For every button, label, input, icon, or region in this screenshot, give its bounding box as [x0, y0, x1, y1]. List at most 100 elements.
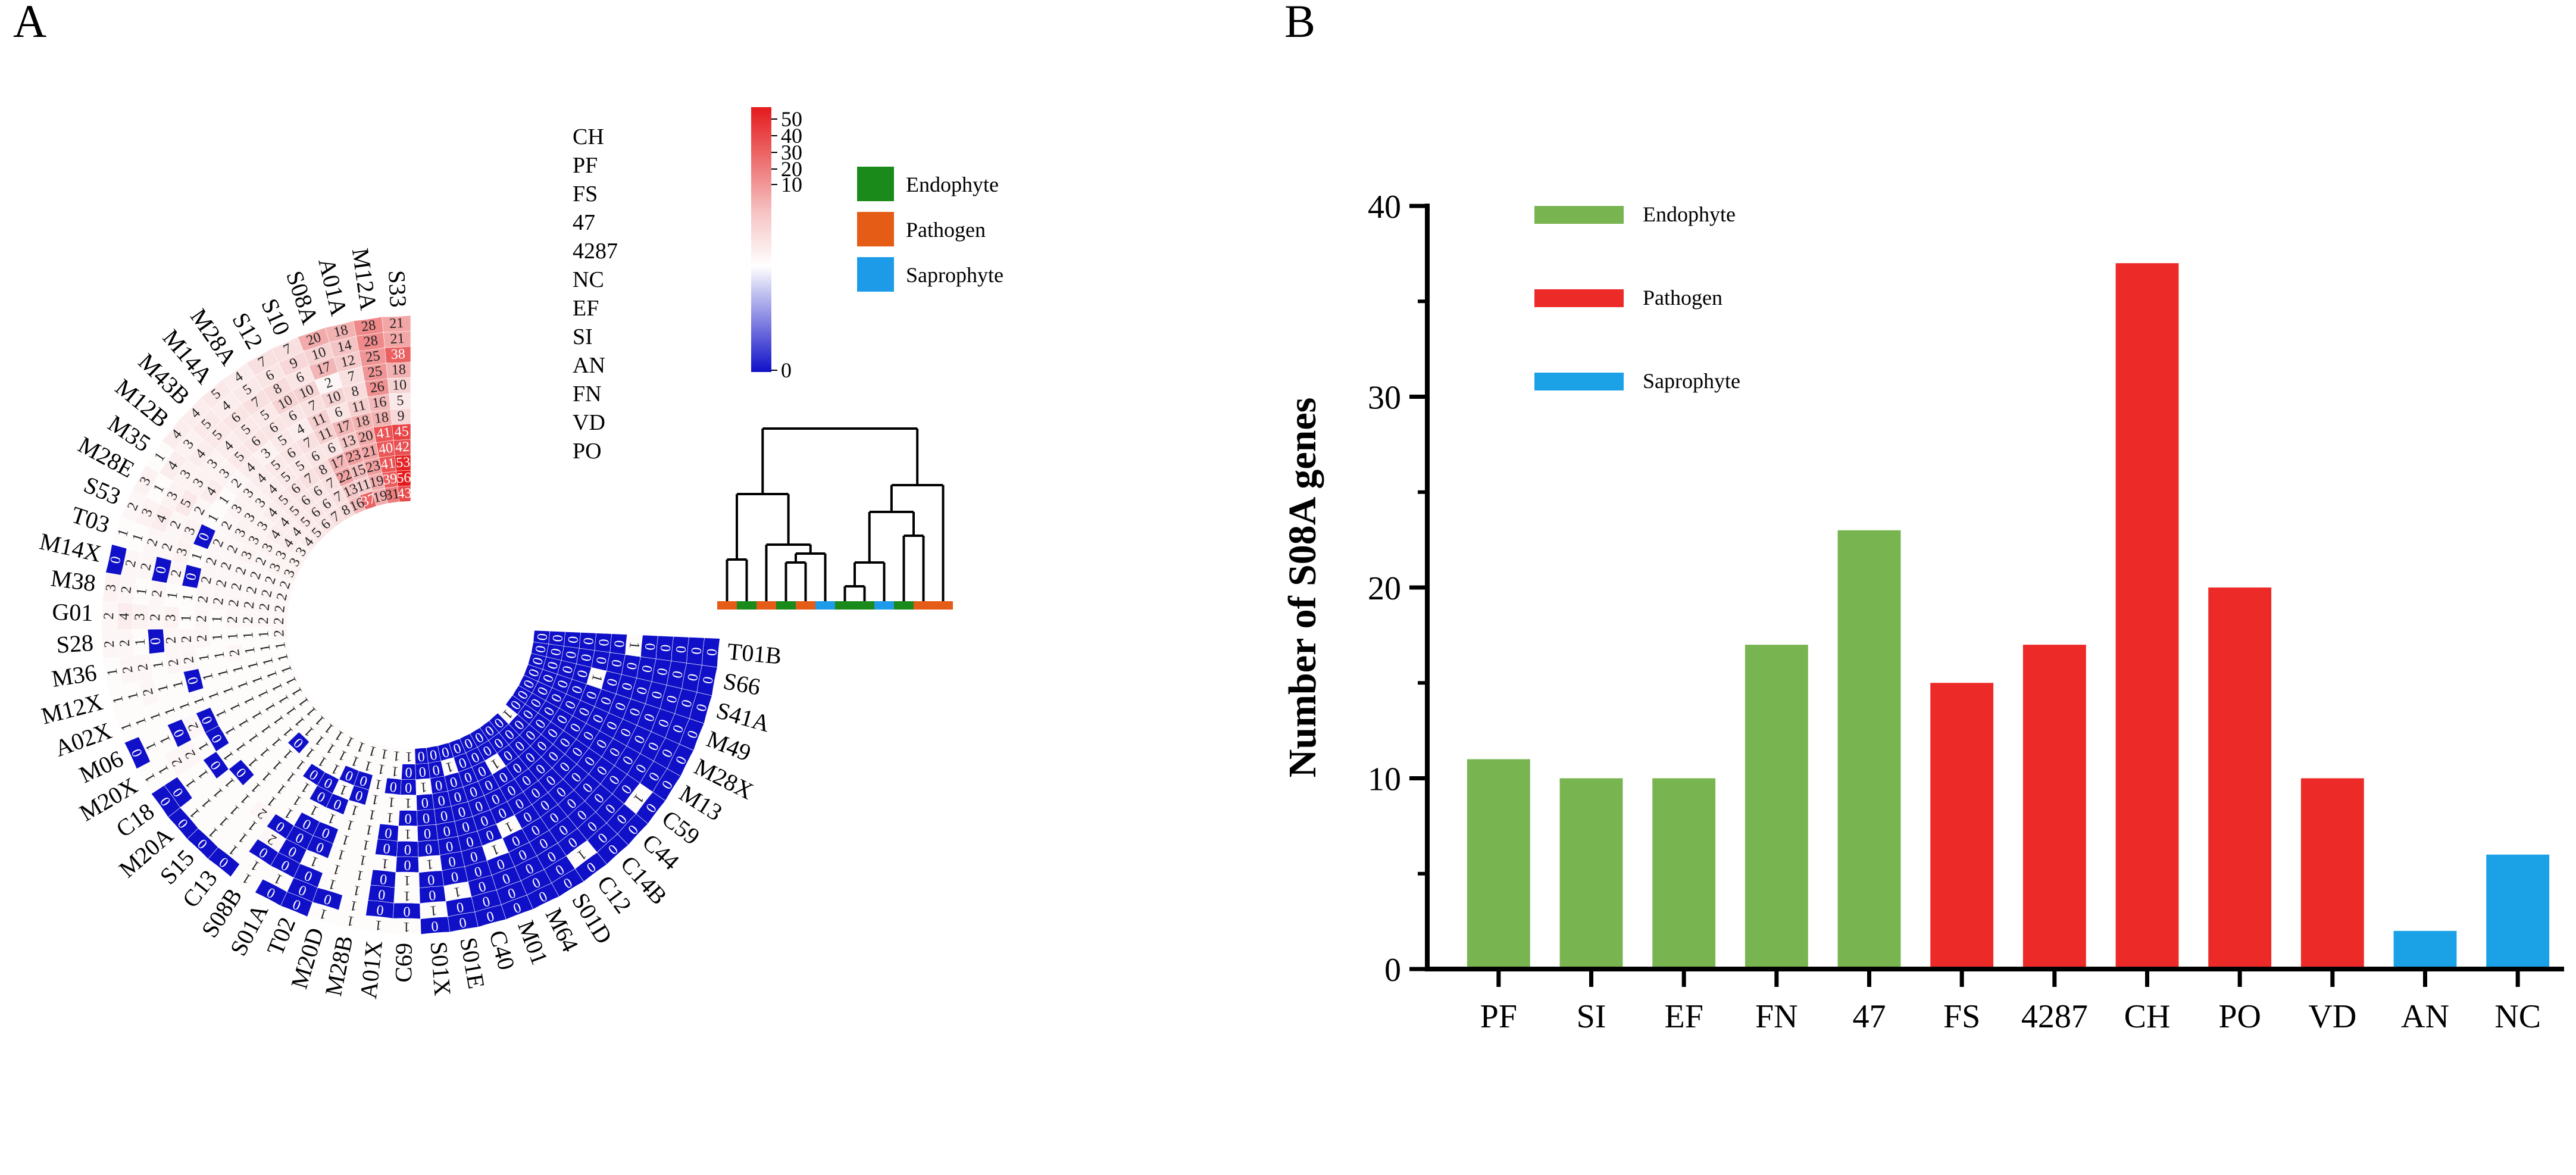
heatmap-cell-value: 1	[367, 807, 377, 823]
heatmap-cell-value: 2	[138, 561, 155, 571]
heatmap-cell-value: 3	[132, 613, 148, 621]
heatmap-cell-value: 8	[350, 383, 361, 400]
heatmap-cell-value: 42	[395, 439, 409, 455]
species-label: EF	[573, 296, 599, 321]
heatmap-cell-value: 2	[226, 599, 242, 608]
group-legend-swatch	[857, 257, 894, 292]
x-tick-label: FN	[1755, 998, 1798, 1035]
heatmap-cell-value: 39	[382, 471, 398, 488]
x-tick-label: NC	[2494, 998, 2541, 1035]
heatmap-cell-value: 25	[365, 348, 381, 365]
family-label: T01B	[726, 638, 783, 669]
x-tick-label: 4287	[2021, 998, 2088, 1035]
heatmap-cell-value: 0	[405, 780, 412, 795]
y-tick-label: 40	[1368, 189, 1401, 226]
heatmap-cell-value: 21	[361, 443, 378, 461]
species-dendrogram	[726, 427, 945, 601]
heatmap-cell-value: 4	[117, 612, 132, 620]
heatmap-cell-value: 0	[404, 857, 411, 873]
species-label: NC	[573, 267, 604, 292]
heatmap-cell-value: 1	[180, 593, 196, 602]
bar	[1837, 530, 1901, 969]
heatmap-cell-value: 1	[403, 919, 410, 935]
heatmap-cell-value: 1	[420, 779, 428, 795]
heatmap-cell-value: 1	[370, 791, 380, 808]
heatmap-cell-value: 0	[684, 673, 701, 683]
bar	[2486, 854, 2550, 969]
heatmap-cell-value: 53	[396, 455, 411, 471]
bar-legend-label: Endophyte	[1643, 202, 1736, 226]
species-group-strip	[717, 601, 953, 610]
species-label: FS	[573, 182, 598, 207]
heatmap-cell-value: 0	[450, 868, 459, 885]
x-axis: PF SI EF FN 47 FS 4287 CH PO VD AN NC	[1425, 967, 2564, 1035]
family-label: M36	[50, 659, 99, 692]
y-tick-label: 0	[1384, 952, 1401, 989]
species-label: VD	[573, 410, 605, 435]
bars	[1467, 263, 2550, 969]
species-group-mark	[855, 601, 874, 610]
heatmap-cell-value: 1	[361, 837, 371, 854]
heatmap-cell-value: 41	[376, 425, 392, 442]
heatmap-cell-value: 0	[442, 823, 451, 839]
species-label: CH	[573, 124, 604, 149]
heatmap-cell-value: 21	[390, 331, 405, 347]
heatmap-cell-value: 28	[361, 317, 377, 335]
heatmap-cell-value: 2	[120, 665, 136, 674]
bar-legend-label: Saprophyte	[1643, 369, 1740, 393]
heatmap-cell-value: 0	[608, 658, 624, 668]
heatmap-cell-value: 2	[163, 636, 179, 645]
colorbar-tick-label: 20	[781, 157, 802, 181]
heatmap-cell-value: 1	[392, 748, 401, 764]
heatmap-cell-value: 18	[354, 412, 371, 431]
panel-a-letter: A	[13, 0, 46, 47]
heatmap-cell-value: 0	[534, 633, 550, 641]
x-tick-label: EF	[1664, 998, 1703, 1035]
heatmap-cell-value: 2	[194, 615, 210, 623]
heatmap-cell-value: 41	[380, 455, 396, 473]
heatmap-cell-value: 1	[429, 902, 437, 918]
species-group-mark	[756, 601, 776, 610]
heatmap-cell-value: 1	[404, 873, 411, 888]
heatmap-cell-value: 18	[391, 362, 406, 378]
heatmap-cell-value: 1	[210, 615, 225, 623]
group-legend-swatch	[857, 167, 894, 201]
heatmap-cell-value: 0	[595, 638, 611, 646]
heatmap-cell-value: 1	[426, 856, 434, 872]
heatmap-cell-value: 2	[181, 655, 198, 665]
heatmap-cell-value: 2	[243, 585, 260, 595]
heatmap-cell-value: 1	[104, 667, 121, 677]
heatmap-cell-value: 0	[153, 565, 170, 575]
species-group-mark	[815, 601, 835, 610]
heatmap-cell-value: 40	[378, 440, 394, 457]
species-label: 47	[573, 210, 595, 235]
heatmap-cell-value: 1	[133, 638, 149, 646]
y-tick-label: 10	[1368, 761, 1401, 798]
x-tick-label: FS	[1943, 998, 1980, 1035]
heatmap-cell-value: 2	[149, 589, 165, 598]
heatmap-cell-value: 2	[225, 616, 240, 624]
heatmap-cell-value: 43	[397, 486, 412, 502]
bar	[1652, 778, 1716, 969]
bar-legend-swatch	[1534, 289, 1624, 307]
heatmap-cell-value: 2	[274, 592, 290, 602]
heatmap-cell-value: 38	[390, 346, 405, 362]
heatmap-cell-value: 2	[227, 648, 243, 658]
heatmap-cell-value: 0	[439, 807, 449, 824]
heatmap-cell-value: 2	[214, 578, 230, 588]
heatmap-cell-value: 0	[384, 824, 393, 840]
heatmap-cell-value: 0	[547, 647, 564, 657]
heatmap-cell-value: 0	[403, 904, 410, 919]
heatmap-cell-value: 9	[397, 408, 405, 424]
heatmap-cell-value: 1	[405, 795, 412, 811]
species-label: PF	[573, 153, 598, 178]
heatmap-cell-value: 0	[445, 838, 454, 855]
heatmap-cell-value: 0	[417, 748, 426, 764]
heatmap-cell-value: 0	[657, 644, 673, 652]
species-label: SI	[573, 324, 593, 349]
panel-b-letter: B	[1284, 0, 1315, 47]
colorbar-tick-label: 10	[781, 173, 802, 196]
bar	[2393, 930, 2457, 969]
heatmap-cell-value: 0	[422, 810, 430, 826]
